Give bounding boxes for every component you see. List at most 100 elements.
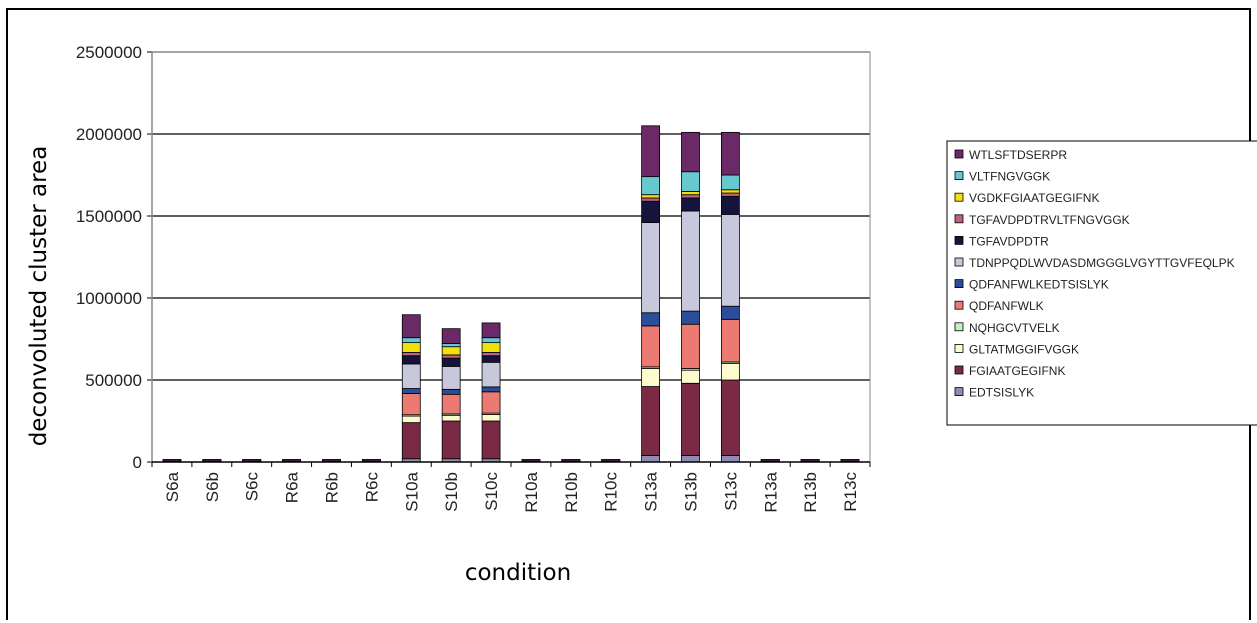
- legend-swatch: [954, 257, 964, 267]
- bar-segment: [641, 455, 661, 463]
- legend-label: TGFAVDPDTR: [969, 234, 1049, 248]
- x-tick-label: S13c: [721, 472, 740, 511]
- bar-segment: [401, 352, 421, 357]
- y-tick-label: 2000000: [76, 125, 142, 144]
- bar-segment: [800, 459, 820, 462]
- bar-segment: [720, 189, 740, 194]
- bar-segment: [720, 195, 740, 215]
- gridlines: [152, 51, 870, 381]
- bar-segment: [681, 190, 700, 196]
- y-tick-label: 0: [133, 453, 142, 472]
- x-tick-label: S13a: [642, 471, 661, 511]
- legend-label: TGFAVDPDTRVLTFNGVGGK: [969, 213, 1130, 227]
- legend-label: EDTSISLYK: [969, 386, 1034, 400]
- x-tick-label: R13a: [761, 471, 780, 512]
- bar-segment: [760, 459, 780, 462]
- bar-segment: [242, 459, 262, 462]
- bar-segment: [641, 200, 661, 223]
- bar-segment: [641, 325, 661, 368]
- x-tick-label: R13c: [841, 472, 860, 512]
- x-tick-label: R6c: [362, 472, 381, 503]
- bar-segment: [720, 213, 740, 307]
- legend-swatch: [954, 192, 964, 202]
- bar-segment: [401, 422, 421, 460]
- x-tick-label: S10c: [482, 472, 501, 511]
- legend-swatch: [954, 171, 964, 181]
- bar-segment: [481, 352, 501, 357]
- legend-swatch: [954, 322, 964, 332]
- bar-segment: [481, 386, 501, 393]
- bar-segment: [681, 171, 700, 192]
- legend-label: QDFANFWLKEDTSISLYK: [969, 278, 1109, 292]
- bar-segment: [361, 459, 381, 462]
- bar-segment: [720, 174, 740, 191]
- bar-segment: [720, 363, 740, 381]
- bar-segment: [481, 322, 501, 339]
- bar-segment: [401, 355, 421, 365]
- legend-label: WTLSFTDSERPR: [969, 148, 1067, 162]
- bar-segment: [561, 459, 581, 462]
- legend-swatch: [954, 235, 964, 245]
- bar-segment: [282, 459, 302, 462]
- bar-segment: [441, 343, 461, 348]
- legend: WTLSFTDSERPR VLTFNGVGGK VGDKFGIAATGEGIFNK T…: [946, 140, 1257, 426]
- x-tick-label: S13b: [682, 472, 701, 512]
- bar-segment: [481, 337, 501, 344]
- bar-segment: [401, 337, 421, 344]
- legend-label: VLTFNGVGGK: [969, 170, 1050, 184]
- bar-segment: [441, 365, 461, 390]
- legend-label: GLTATMGGIFVGGK: [969, 342, 1079, 356]
- bar-segment: [681, 310, 700, 325]
- legend-label: QDFANFWLK: [969, 299, 1044, 313]
- bar-segment: [162, 459, 182, 462]
- bar-segment: [720, 318, 740, 363]
- bar-segment: [481, 361, 501, 388]
- bar-segment: [481, 414, 501, 422]
- bar-segment: [202, 459, 222, 462]
- bar-segment: [641, 197, 661, 202]
- bar-segment: [441, 388, 461, 395]
- bar-segment: [441, 346, 461, 356]
- x-tick-label: R10c: [602, 472, 621, 512]
- legend-swatch: [954, 149, 964, 159]
- x-tick-label: S10b: [442, 472, 461, 512]
- y-tick-label: 1000000: [76, 289, 142, 308]
- bar-segment: [401, 342, 421, 353]
- x-tick-label: R6b: [323, 472, 342, 503]
- bar-segment: [720, 192, 740, 197]
- bar-segment: [441, 393, 461, 415]
- bar-segment: [481, 355, 501, 363]
- y-tick-label: 2500000: [76, 43, 142, 62]
- legend-box: [946, 140, 1257, 426]
- bar-segment: [441, 357, 461, 367]
- legend-swatch: [954, 365, 964, 375]
- bar-segment: [641, 125, 661, 178]
- y-axis-title: deconvoluted cluster area: [26, 146, 52, 447]
- legend-swatch: [954, 387, 964, 397]
- bar-segment: [322, 459, 341, 462]
- bar-segment: [681, 197, 700, 212]
- x-tick-label: R10b: [562, 472, 581, 513]
- x-axis-title: condition: [465, 560, 571, 586]
- bar-segment: [720, 305, 740, 320]
- bar-segment: [481, 391, 501, 414]
- x-tick-label: R13b: [801, 472, 820, 513]
- bar-segment: [641, 222, 661, 314]
- bar-segment: [681, 210, 700, 312]
- legend-swatch: [954, 279, 964, 289]
- bar-segment: [601, 459, 621, 462]
- bar-segment: [720, 455, 740, 463]
- bar-segment: [720, 131, 740, 176]
- bar-segment: [840, 459, 860, 462]
- bar-segment: [401, 314, 421, 339]
- bar-segment: [681, 382, 700, 456]
- y-tick-label: 1500000: [76, 207, 142, 226]
- x-tick-label: S10a: [402, 471, 421, 511]
- legend-swatch: [954, 214, 964, 224]
- bar-segment: [441, 414, 461, 422]
- legend-label: VGDKFGIAATGEGIFNK: [969, 191, 1099, 205]
- x-tick-label: S6b: [203, 472, 222, 502]
- bar-segment: [681, 131, 700, 173]
- bar-segment: [681, 369, 700, 384]
